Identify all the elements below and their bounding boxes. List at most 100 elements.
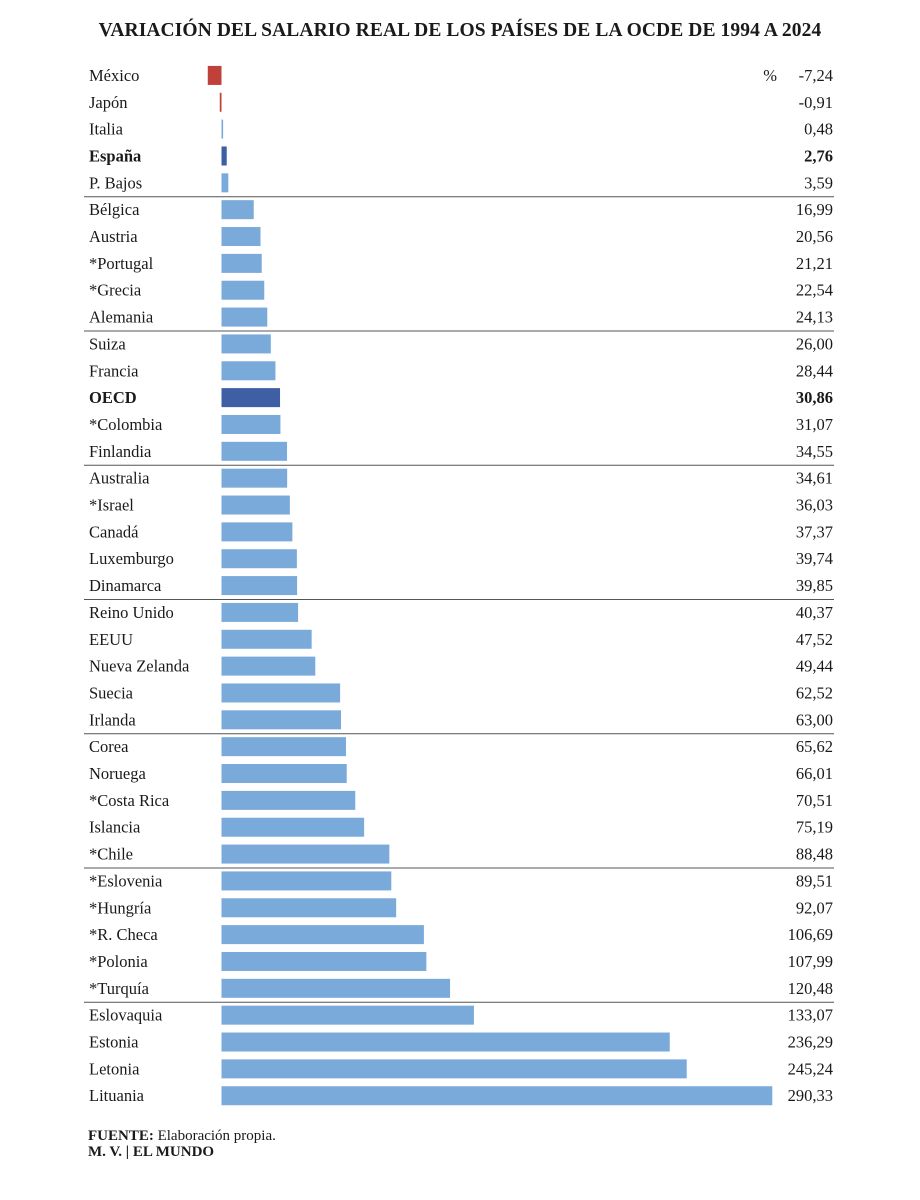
category-label: EEUU	[89, 630, 133, 649]
bar	[221, 388, 281, 408]
bar	[221, 710, 342, 730]
bar	[221, 817, 365, 837]
category-label: P. Bajos	[89, 173, 142, 192]
value-label: 88,48	[796, 845, 833, 864]
value-label: 70,51	[796, 791, 833, 810]
value-label: 65,62	[796, 737, 833, 756]
category-label: Austria	[89, 227, 138, 246]
bar	[221, 844, 390, 864]
bar	[221, 978, 451, 998]
value-label: 236,29	[788, 1033, 833, 1052]
value-label: 21,21	[796, 254, 833, 273]
category-label: Suecia	[89, 683, 134, 702]
bar	[221, 602, 299, 622]
source-label: FUENTE:	[88, 1128, 154, 1144]
value-label: 75,19	[796, 818, 833, 837]
category-label: *Israel	[89, 496, 134, 515]
bar	[221, 737, 346, 757]
category-label: Luxemburgo	[89, 549, 174, 568]
category-label: Reino Unido	[89, 603, 174, 622]
value-label: 20,56	[796, 227, 833, 246]
category-label: Francia	[89, 361, 139, 380]
category-label: *Eslovenia	[89, 871, 163, 890]
category-label: Nueva Zelanda	[89, 657, 190, 676]
category-label: Lituania	[89, 1086, 145, 1105]
category-label: Irlanda	[89, 710, 136, 729]
category-label: México	[89, 66, 139, 85]
bar	[221, 683, 341, 703]
category-label: Australia	[89, 469, 150, 488]
category-label: *R. Checa	[89, 925, 158, 944]
bar	[221, 253, 262, 273]
bar	[207, 65, 222, 85]
bar	[219, 92, 222, 112]
bar	[221, 173, 229, 193]
value-label: 28,44	[796, 361, 833, 380]
category-label: Canadá	[89, 522, 139, 541]
category-label: *Polonia	[89, 952, 148, 971]
bar	[221, 549, 297, 569]
value-label: 2,76	[804, 146, 833, 165]
value-label: 39,85	[796, 576, 833, 595]
value-label: 92,07	[796, 898, 833, 917]
unit-label: %	[763, 66, 777, 85]
value-label: 34,61	[796, 469, 833, 488]
bar	[221, 522, 293, 542]
category-label: *Portugal	[89, 254, 154, 273]
value-label: 36,03	[796, 496, 833, 515]
bar	[221, 1005, 474, 1025]
bar	[221, 361, 276, 381]
category-label: Alemania	[89, 308, 154, 327]
category-label: Bélgica	[89, 200, 140, 219]
value-label: 47,52	[796, 630, 833, 649]
value-label: -0,91	[799, 93, 833, 112]
bar	[221, 280, 265, 300]
category-label: Italia	[89, 120, 124, 139]
value-label: 22,54	[796, 281, 833, 300]
value-label: 245,24	[788, 1059, 833, 1078]
category-label: Islancia	[89, 818, 141, 837]
category-label: Estonia	[89, 1033, 139, 1052]
category-label: Finlandia	[89, 442, 152, 461]
value-label: 290,33	[788, 1086, 833, 1105]
bar	[221, 1059, 687, 1079]
bar	[221, 307, 268, 327]
chart-title: VARIACIÓN DEL SALARIO REAL DE LOS PAÍSES…	[98, 20, 822, 41]
category-label: *Costa Rica	[89, 791, 170, 810]
value-label: 62,52	[796, 683, 833, 702]
bar	[221, 951, 427, 971]
value-label: 107,99	[788, 952, 833, 971]
bar	[221, 871, 392, 891]
category-label: Corea	[89, 737, 129, 756]
value-label: 66,01	[796, 764, 833, 783]
category-label: Japón	[89, 93, 128, 112]
value-label: 40,37	[796, 603, 833, 622]
value-label: 31,07	[796, 415, 833, 434]
category-label: OECD	[89, 388, 137, 407]
bar	[221, 898, 397, 918]
category-label: *Chile	[89, 845, 133, 864]
value-label: 39,74	[796, 549, 833, 568]
category-label: Dinamarca	[89, 576, 162, 595]
bar	[221, 1086, 773, 1106]
category-label: *Turquía	[89, 979, 150, 998]
value-label: 133,07	[788, 1006, 833, 1025]
source-text: Elaboración propia.	[153, 1128, 276, 1144]
value-label: 16,99	[796, 200, 833, 219]
value-label: 89,51	[796, 871, 833, 890]
bar	[221, 656, 316, 676]
category-label: Eslovaquia	[89, 1006, 163, 1025]
bar	[221, 925, 424, 945]
bar	[221, 146, 227, 166]
category-label: España	[89, 146, 141, 165]
bar	[221, 468, 288, 488]
value-label: 63,00	[796, 710, 833, 729]
value-label: 34,55	[796, 442, 833, 461]
category-label: Suiza	[89, 334, 126, 353]
bar	[221, 119, 224, 139]
category-label: *Colombia	[89, 415, 163, 434]
bar	[221, 200, 254, 220]
bar	[221, 334, 271, 354]
value-label: 120,48	[788, 979, 833, 998]
